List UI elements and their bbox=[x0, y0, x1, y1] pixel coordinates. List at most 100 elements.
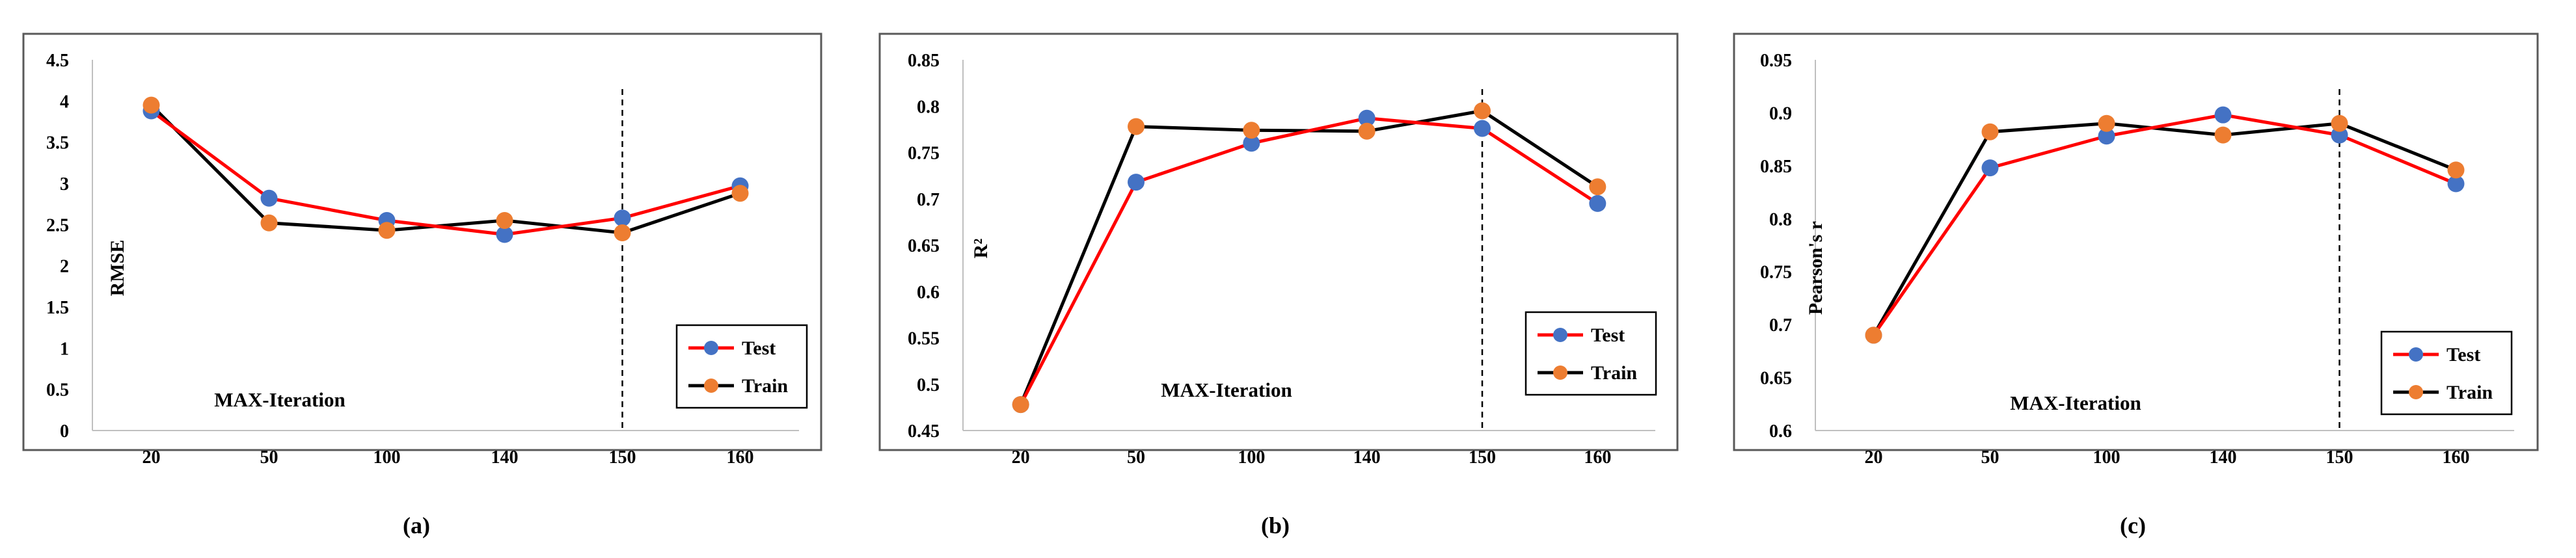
data-point-train bbox=[1865, 326, 1882, 344]
data-point-test bbox=[614, 209, 631, 227]
panel-label: (c) bbox=[2120, 512, 2146, 538]
x-tick-label: 20 bbox=[1012, 447, 1030, 468]
x-axis-title: MAX-Iteration bbox=[1161, 379, 1292, 401]
data-point-train bbox=[2098, 114, 2115, 132]
y-tick-label: 0.7 bbox=[1769, 315, 1792, 336]
data-point-train bbox=[1474, 102, 1491, 120]
x-tick-label: 50 bbox=[1981, 447, 2000, 468]
x-tick-label: 160 bbox=[2443, 447, 2470, 468]
series-line-test bbox=[150, 109, 741, 237]
data-point-train bbox=[496, 212, 513, 229]
data-point-test bbox=[2331, 126, 2348, 144]
y-axis-title: Pearson's r bbox=[1805, 221, 1826, 315]
x-tick-label: 150 bbox=[1469, 447, 1496, 468]
data-point-train bbox=[1012, 396, 1029, 414]
series-line-train bbox=[1872, 122, 2457, 336]
data-point-test bbox=[496, 226, 513, 243]
y-tick-label: 0.5 bbox=[46, 380, 69, 401]
x-tick-label: 100 bbox=[2093, 447, 2121, 468]
x-tick-label: 140 bbox=[2210, 447, 2237, 468]
y-axis-title: RMSE bbox=[107, 240, 128, 297]
data-point-test bbox=[2098, 127, 2115, 145]
legend-marker-train bbox=[2409, 385, 2423, 399]
y-axis-title: R² bbox=[970, 239, 992, 259]
legend-label-train: Train bbox=[1591, 362, 1637, 384]
y-tick-label: 0.75 bbox=[908, 144, 940, 164]
data-point-train bbox=[2447, 161, 2465, 179]
data-point-train bbox=[378, 222, 396, 239]
legend-marker-test bbox=[704, 341, 718, 355]
legend-label-train: Train bbox=[2447, 382, 2493, 403]
data-point-test bbox=[2214, 106, 2232, 124]
x-tick-label: 50 bbox=[260, 447, 278, 468]
data-point-train bbox=[142, 96, 160, 114]
data-point-train bbox=[2214, 126, 2232, 144]
panel-label: (a) bbox=[403, 512, 430, 538]
x-tick-label: 20 bbox=[1865, 447, 1883, 468]
data-point-train bbox=[1128, 118, 1145, 135]
data-point-test bbox=[1243, 135, 1260, 152]
legend-marker-test bbox=[2409, 347, 2423, 362]
x-tick-label: 100 bbox=[1238, 447, 1265, 468]
x-tick-label: 20 bbox=[142, 447, 161, 468]
data-point-train bbox=[1358, 122, 1376, 140]
data-point-train bbox=[614, 224, 631, 241]
y-tick-label: 0.75 bbox=[1760, 263, 1792, 283]
x-tick-label: 140 bbox=[1353, 447, 1381, 468]
data-point-train bbox=[1981, 123, 1999, 140]
data-point-train bbox=[1589, 178, 1607, 196]
legend-marker-test bbox=[1553, 328, 1567, 342]
chart-panel-a: 0 0.5 1 1.5 2 2.5 3 3.5 4 4.5 20 50 100 140 150 160 RMSE… bbox=[22, 33, 822, 538]
y-tick-label: 0.65 bbox=[908, 236, 940, 256]
x-axis-title: MAX-Iteration bbox=[2010, 392, 2141, 414]
y-tick-label: 2.5 bbox=[46, 215, 69, 235]
legend-box bbox=[675, 324, 808, 409]
panel-label: (b) bbox=[1261, 512, 1290, 538]
y-tick-label: 0.5 bbox=[917, 375, 940, 395]
data-point-train bbox=[2331, 114, 2348, 132]
x-tick-label: 150 bbox=[609, 447, 636, 468]
chart-panel-b: 0.45 0.5 0.55 0.6 0.65 0.7 0.75 0.8 0.85 20 50 100 1… bbox=[878, 33, 1679, 538]
data-point-test bbox=[1474, 120, 1491, 137]
data-point-test bbox=[1981, 159, 1999, 177]
legend-label-test: Test bbox=[1591, 325, 1625, 346]
data-point-train bbox=[1243, 122, 1260, 139]
data-point-train bbox=[731, 185, 749, 202]
y-tick-label: 4.5 bbox=[46, 51, 69, 71]
x-tick-label: 140 bbox=[491, 447, 519, 468]
y-tick-label: 0.8 bbox=[917, 97, 940, 117]
y-tick-label: 3.5 bbox=[46, 133, 69, 153]
y-tick-label: 0.95 bbox=[1760, 51, 1792, 71]
legend-box bbox=[1525, 311, 1657, 396]
y-tick-label: 0.85 bbox=[908, 51, 940, 71]
y-tick-label: 1.5 bbox=[46, 298, 69, 318]
y-tick-label: 0.8 bbox=[1769, 209, 1792, 230]
legend-label-test: Test bbox=[2447, 344, 2480, 365]
x-axis-title: MAX-Iteration bbox=[214, 388, 345, 411]
y-tick-label: 2 bbox=[60, 257, 69, 277]
y-tick-label: 3 bbox=[60, 174, 69, 194]
y-tick-label: 0.45 bbox=[908, 421, 940, 442]
x-tick-label: 100 bbox=[373, 447, 401, 468]
series-line-test bbox=[1019, 116, 1599, 406]
y-tick-label: 0.55 bbox=[908, 329, 940, 349]
data-point-train bbox=[260, 214, 278, 232]
y-tick-label: 4 bbox=[60, 92, 69, 112]
y-tick-label: 0 bbox=[60, 421, 69, 442]
data-point-test bbox=[1589, 194, 1607, 212]
series-line-train bbox=[150, 103, 741, 235]
series-line-test bbox=[1872, 113, 2457, 336]
legend-marker-train bbox=[704, 379, 718, 393]
legend-label-train: Train bbox=[742, 375, 788, 397]
y-tick-label: 0.7 bbox=[917, 190, 940, 210]
data-point-test bbox=[1128, 174, 1145, 191]
x-tick-label: 150 bbox=[2326, 447, 2353, 468]
data-point-test bbox=[1358, 109, 1376, 127]
y-tick-label: 0.65 bbox=[1760, 369, 1792, 389]
data-point-test bbox=[2447, 175, 2465, 193]
legend-marker-train bbox=[1553, 365, 1567, 380]
y-tick-label: 0.85 bbox=[1760, 157, 1792, 177]
y-tick-label: 1 bbox=[60, 339, 69, 359]
x-tick-label: 160 bbox=[1584, 447, 1611, 468]
